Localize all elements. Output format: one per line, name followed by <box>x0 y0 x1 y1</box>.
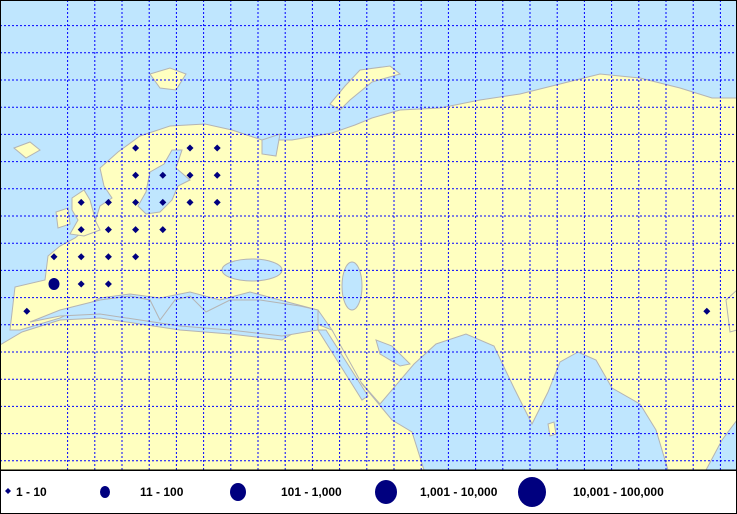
landmasses <box>0 65 737 471</box>
occurrence-marker <box>132 171 140 179</box>
occurrence-marker <box>186 171 194 179</box>
legend-label-3: 101 - 1,000 <box>281 485 342 499</box>
occurrence-marker <box>159 198 167 206</box>
occurrence-marker <box>186 198 194 206</box>
occurrence-marker <box>159 226 167 234</box>
occurrence-marker <box>213 198 221 206</box>
occurrence-marker <box>132 253 140 261</box>
legend-symbol-circle-icon <box>230 483 246 501</box>
occurrence-marker <box>132 226 140 234</box>
occurrence-marker <box>77 226 85 234</box>
caspian-sea <box>341 261 363 311</box>
legend-label-1: 1 - 10 <box>16 485 47 499</box>
eurasia <box>9 73 737 471</box>
occurrence-marker <box>50 253 58 261</box>
occurrence-points <box>23 144 711 315</box>
legend-label-4: 1,001 - 10,000 <box>420 485 498 499</box>
ireland <box>55 207 71 229</box>
occurrence-marker <box>23 307 31 315</box>
legend-label-5: 10,001 - 100,000 <box>573 485 664 499</box>
occurrence-marker <box>77 280 85 288</box>
legend-label-2: 11 - 100 <box>140 485 184 499</box>
baltic-sea <box>137 149 191 215</box>
svalbard <box>149 67 187 91</box>
occurrence-marker <box>213 144 221 152</box>
occurrence-marker <box>104 253 112 261</box>
legend-symbol-circle-icon <box>100 486 110 498</box>
occurrence-marker <box>132 198 140 206</box>
persian-gulf <box>375 339 412 367</box>
occurrence-marker <box>104 198 112 206</box>
great-britain <box>69 189 101 237</box>
legend-symbol-circle-icon <box>375 480 397 504</box>
legend-symbol-diamond-icon <box>5 488 11 494</box>
white-sea <box>261 133 281 157</box>
japan <box>725 289 737 333</box>
legend: 1 - 10 11 - 100 101 - 1,000 1,001 - 10,0… <box>0 470 737 514</box>
occurrence-marker <box>703 307 711 315</box>
occurrence-marker <box>77 253 85 261</box>
occurrence-marker <box>104 280 112 288</box>
occurrence-marker <box>159 171 167 179</box>
legend-symbol-circle-icon <box>518 477 546 507</box>
occurrence-marker <box>104 226 112 234</box>
graticule <box>0 0 737 470</box>
occurrence-marker <box>186 144 194 152</box>
occurrence-marker <box>213 171 221 179</box>
red-sea <box>317 329 369 401</box>
iceland <box>13 141 41 159</box>
occurrence-marker <box>132 144 140 152</box>
occurrence-marker <box>77 198 85 206</box>
inland-seas <box>29 133 412 401</box>
occurrence-marker <box>48 278 60 290</box>
legend-box <box>0 470 737 514</box>
